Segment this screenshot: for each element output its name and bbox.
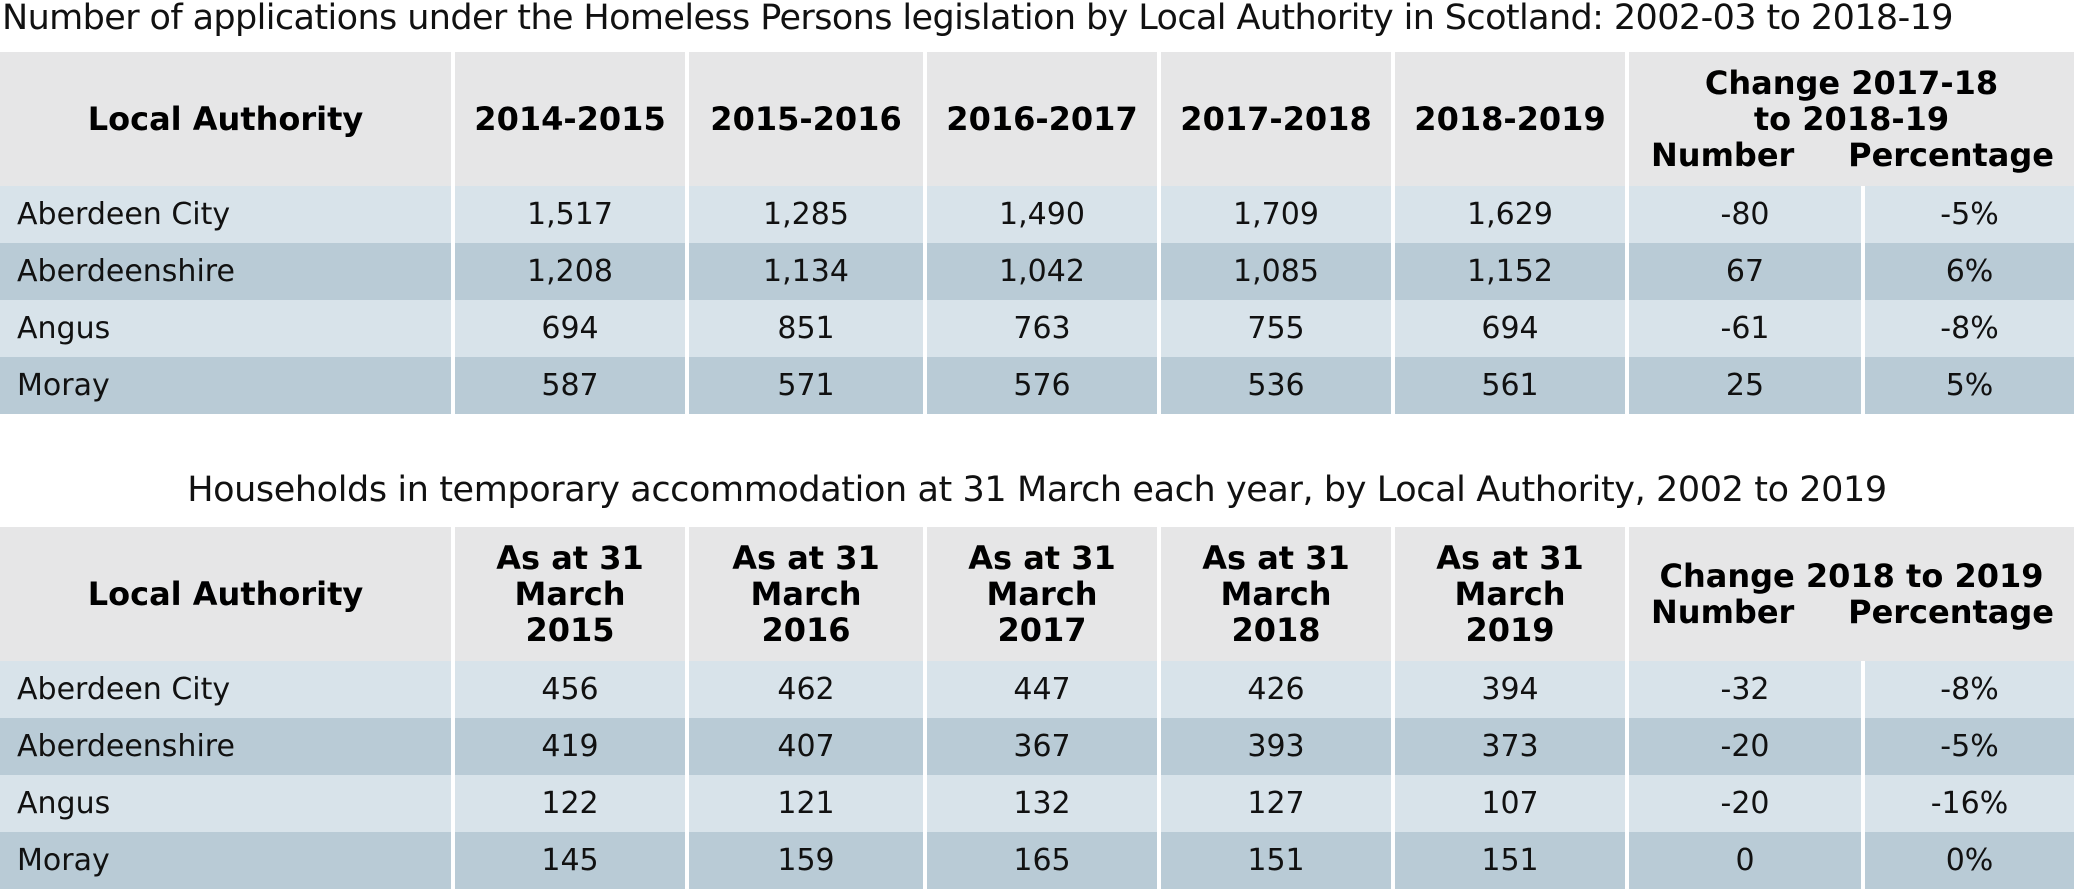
temporary-accommodation-table-title: Households in temporary accommodation at… (187, 470, 1887, 510)
value-cell: 1,042 (927, 243, 1161, 300)
column-header-local-authority: Local Authority (0, 527, 455, 661)
value-cell: 1,134 (689, 243, 927, 300)
column-header-march-2019: As at 31 March 2019 (1395, 527, 1629, 661)
column-header-change: Change 2017-18 to 2018-19 Number Percent… (1629, 52, 2074, 186)
change-percentage-cell: -16% (1865, 775, 2074, 832)
change-header-line2: to 2018-19 (1753, 100, 1950, 138)
value-cell: 121 (689, 775, 927, 832)
table-row: Aberdeen City 456 462 447 426 394 -32 -8% (0, 661, 2074, 718)
change-number-cell: 25 (1629, 357, 1865, 414)
value-cell: 151 (1395, 832, 1629, 889)
change-percentage-cell: -8% (1865, 661, 2074, 718)
value-cell: 1,709 (1161, 186, 1395, 243)
change-header-number: Number (1651, 593, 1795, 631)
local-authority-cell: Aberdeenshire (0, 243, 455, 300)
change-percentage-cell: 5% (1865, 357, 2074, 414)
column-header-march-2016: As at 31 March 2016 (689, 527, 927, 661)
change-number-cell: -20 (1629, 718, 1865, 775)
change-percentage-cell: -5% (1865, 718, 2074, 775)
value-cell: 165 (927, 832, 1161, 889)
table-header-row: Local Authority As at 31 March 2015 As at … (0, 527, 2074, 661)
table-row: Aberdeenshire 1,208 1,134 1,042 1,085 1,152 67… (0, 243, 2074, 300)
column-header-change: Change 2018 to 2019 Number Percentage (1629, 527, 2074, 661)
applications-table-title: Number of applications under the Homeles… (2, 0, 1954, 38)
value-cell: 755 (1161, 300, 1395, 357)
value-cell: 145 (455, 832, 689, 889)
local-authority-cell: Angus (0, 300, 455, 357)
column-header-march-2015: As at 31 March 2015 (455, 527, 689, 661)
value-cell: 159 (689, 832, 927, 889)
change-number-cell: 67 (1629, 243, 1865, 300)
value-cell: 447 (927, 661, 1161, 718)
value-cell: 426 (1161, 661, 1395, 718)
value-cell: 127 (1161, 775, 1395, 832)
local-authority-cell: Angus (0, 775, 455, 832)
value-cell: 419 (455, 718, 689, 775)
local-authority-cell: Aberdeen City (0, 186, 455, 243)
change-number-cell: -20 (1629, 775, 1865, 832)
value-cell: 576 (927, 357, 1161, 414)
value-cell: 1,085 (1161, 243, 1395, 300)
value-cell: 763 (927, 300, 1161, 357)
value-cell: 367 (927, 718, 1161, 775)
value-cell: 151 (1161, 832, 1395, 889)
change-number-cell: 0 (1629, 832, 1865, 889)
value-cell: 1,285 (689, 186, 927, 243)
value-cell: 1,152 (1395, 243, 1629, 300)
table-row: Moray 145 159 165 151 151 0 0% (0, 832, 2074, 889)
table-row: Aberdeenshire 419 407 367 393 373 -20 -5% (0, 718, 2074, 775)
temporary-accommodation-table: Local Authority As at 31 March 2015 As at … (0, 527, 2074, 889)
change-header-number: Number (1651, 136, 1795, 174)
value-cell: 1,517 (455, 186, 689, 243)
change-percentage-cell: 0% (1865, 832, 2074, 889)
change-number-cell: -32 (1629, 661, 1865, 718)
value-cell: 456 (455, 661, 689, 718)
change-header-percentage: Percentage (1848, 136, 2054, 174)
table-header-row: Local Authority 2014-2015 2015-2016 2016… (0, 52, 2074, 186)
value-cell: 462 (689, 661, 927, 718)
change-number-cell: -61 (1629, 300, 1865, 357)
column-header-2015-2016: 2015-2016 (689, 52, 927, 186)
change-number-cell: -80 (1629, 186, 1865, 243)
value-cell: 536 (1161, 357, 1395, 414)
value-cell: 1,629 (1395, 186, 1629, 243)
change-percentage-cell: -5% (1865, 186, 2074, 243)
value-cell: 373 (1395, 718, 1629, 775)
column-header-local-authority: Local Authority (0, 52, 455, 186)
value-cell: 571 (689, 357, 927, 414)
column-header-march-2018: As at 31 March 2018 (1161, 527, 1395, 661)
table-row: Angus 694 851 763 755 694 -61 -8% (0, 300, 2074, 357)
value-cell: 122 (455, 775, 689, 832)
change-header-line1: Change 2017-18 (1704, 64, 1999, 102)
value-cell: 1,490 (927, 186, 1161, 243)
value-cell: 561 (1395, 357, 1629, 414)
value-cell: 393 (1161, 718, 1395, 775)
value-cell: 407 (689, 718, 927, 775)
table-row: Aberdeen City 1,517 1,285 1,490 1,709 1,629 -8… (0, 186, 2074, 243)
value-cell: 132 (927, 775, 1161, 832)
change-percentage-cell: 6% (1865, 243, 2074, 300)
column-header-2014-2015: 2014-2015 (455, 52, 689, 186)
value-cell: 851 (689, 300, 927, 357)
value-cell: 107 (1395, 775, 1629, 832)
local-authority-cell: Moray (0, 357, 455, 414)
applications-table: Local Authority 2014-2015 2015-2016 2016… (0, 52, 2074, 414)
local-authority-cell: Aberdeen City (0, 661, 455, 718)
column-header-2016-2017: 2016-2017 (927, 52, 1161, 186)
column-header-2017-2018: 2017-2018 (1161, 52, 1395, 186)
change-percentage-cell: -8% (1865, 300, 2074, 357)
change-header-percentage: Percentage (1848, 593, 2054, 631)
value-cell: 394 (1395, 661, 1629, 718)
table-row: Angus 122 121 132 127 107 -20 -16% (0, 775, 2074, 832)
value-cell: 587 (455, 357, 689, 414)
table-row: Moray 587 571 576 536 561 25 5% (0, 357, 2074, 414)
local-authority-cell: Aberdeenshire (0, 718, 455, 775)
change-header-line1: Change 2018 to 2019 (1659, 557, 2044, 595)
value-cell: 1,208 (455, 243, 689, 300)
value-cell: 694 (1395, 300, 1629, 357)
column-header-march-2017: As at 31 March 2017 (927, 527, 1161, 661)
local-authority-cell: Moray (0, 832, 455, 889)
value-cell: 694 (455, 300, 689, 357)
column-header-2018-2019: 2018-2019 (1395, 52, 1629, 186)
